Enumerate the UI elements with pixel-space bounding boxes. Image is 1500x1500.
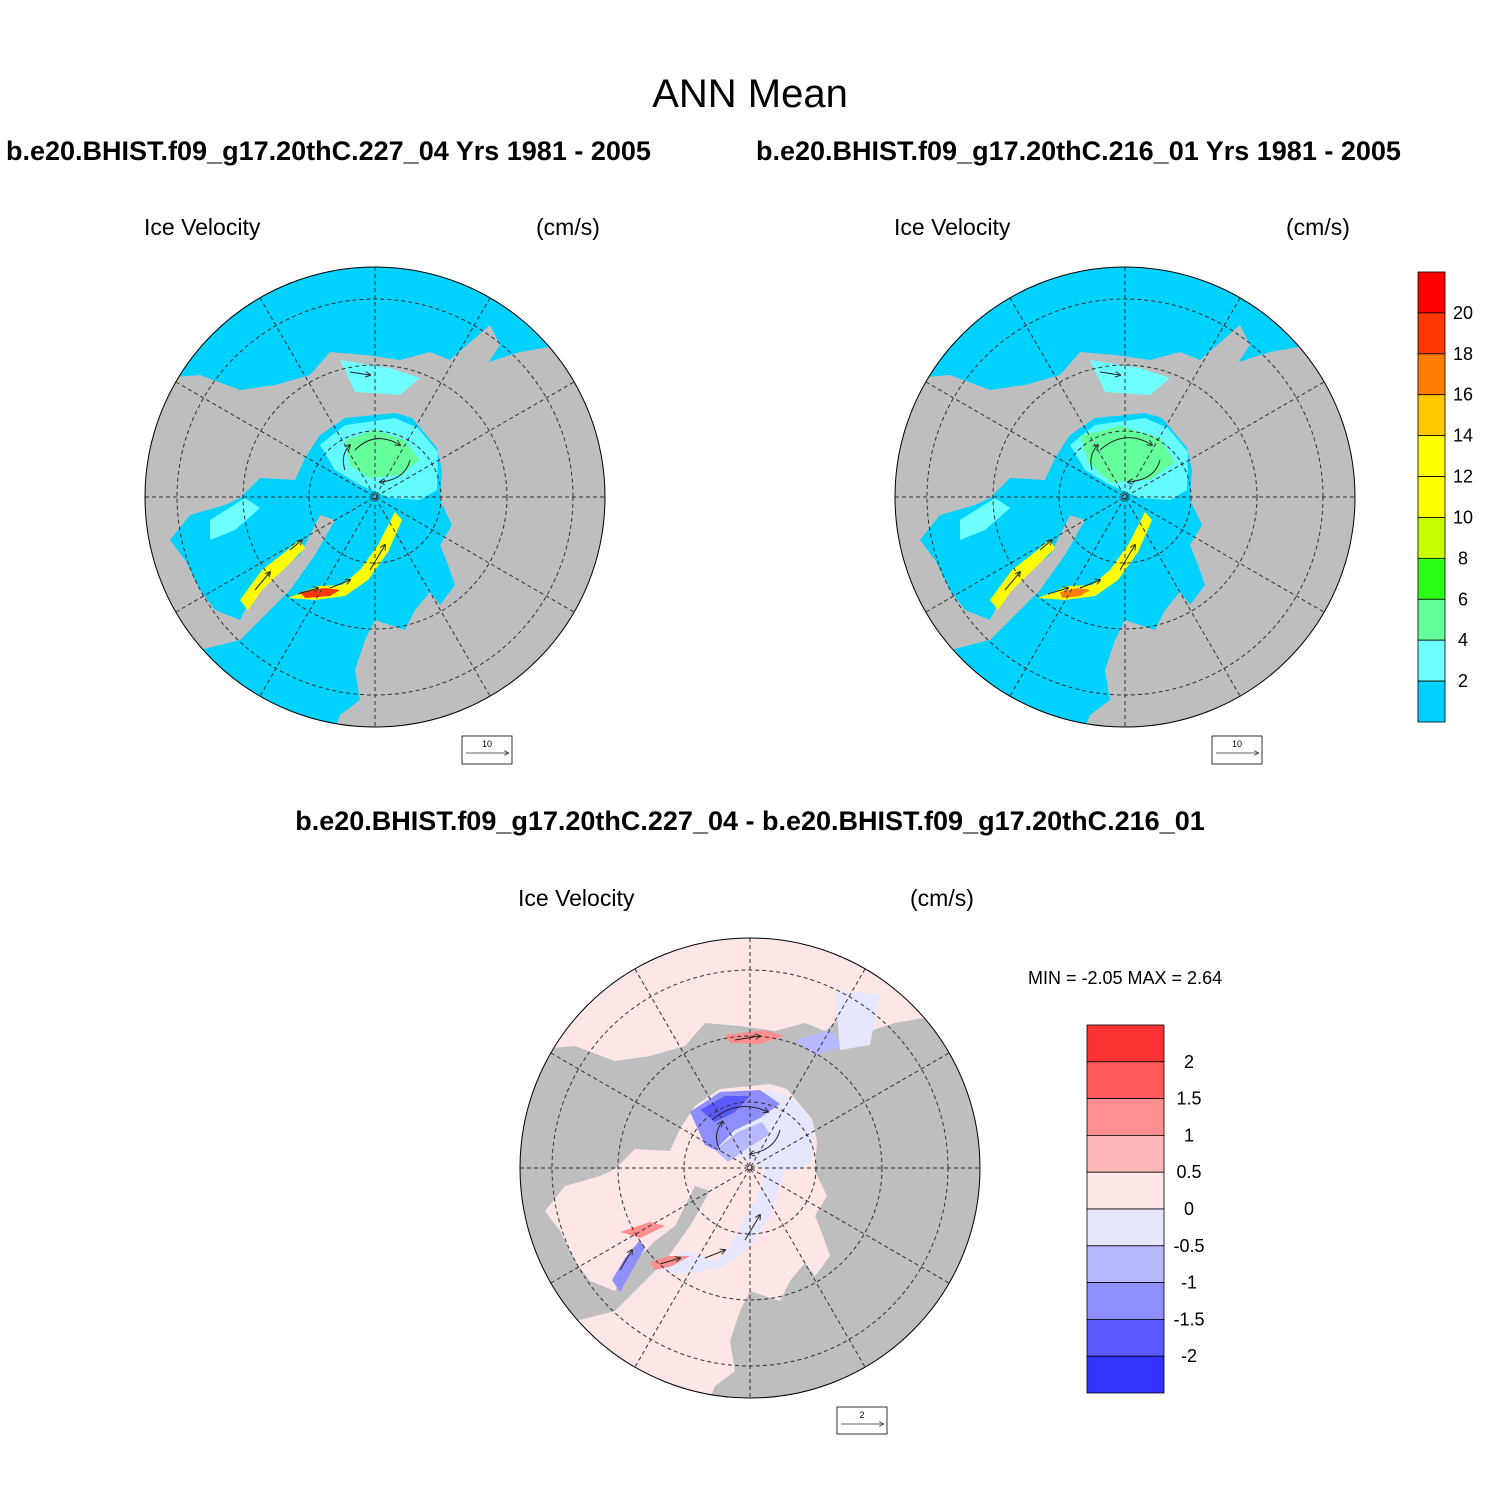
panel-2-case-title: b.e20.BHIST.f09_g17.20thC.216_01 Yrs 198…: [756, 136, 1401, 166]
difference-colorbar-tick-label: -1.5: [1173, 1309, 1204, 1329]
speed-colorbar-swatch: [1417, 271, 1446, 314]
speed-colorbar-swatch: [1417, 435, 1446, 477]
difference-colorbar: 2 1.5 1 0.5 0 -0.5 -1 -1.5 -2: [1086, 1024, 1205, 1394]
panel-1-case-title: b.e20.BHIST.f09_g17.20thC.227_04 Yrs 198…: [6, 136, 651, 166]
speed-colorbar-tick-label: 18: [1453, 344, 1473, 364]
speed-colorbar-swatch: [1417, 517, 1446, 559]
page-title: ANN Mean: [652, 72, 848, 116]
difference-colorbar-swatch: [1086, 1061, 1165, 1100]
speed-colorbar-tick-label: 10: [1453, 507, 1473, 527]
panel-1-polar-map: [144, 266, 606, 728]
panel-1-reference-vector-label: 10: [482, 739, 492, 749]
speed-colorbar-swatch: [1417, 639, 1446, 682]
difference-colorbar-swatch: [1086, 1245, 1165, 1284]
panel-1-land-mask: [145, 345, 605, 727]
speed-colorbar-swatch: [1417, 680, 1446, 723]
difference-colorbar-tick-label: -2: [1181, 1346, 1197, 1366]
difference-colorbar-tick-label: 1: [1184, 1125, 1194, 1145]
difference-colorbar-swatch: [1086, 1171, 1165, 1210]
difference-colorbar-swatch: [1086, 1024, 1165, 1063]
panel-1-variable-label: Ice Velocity: [144, 214, 261, 240]
panel-2-land-mask: [895, 345, 1355, 727]
speed-colorbar-tick-label: 4: [1458, 630, 1468, 650]
speed-colorbar-swatch: [1417, 312, 1446, 355]
panel-3-units-label: (cm/s): [910, 885, 974, 911]
panel-1-units-label: (cm/s): [536, 214, 600, 240]
difference-colorbar-swatch: [1086, 1355, 1165, 1394]
panel-2-reference-vector: 10: [1211, 735, 1263, 765]
panel-3-polar-map: [519, 937, 981, 1399]
difference-colorbar-swatch: [1086, 1208, 1165, 1247]
speed-colorbar-swatch: [1417, 394, 1446, 437]
panel-2-polar-map: [894, 266, 1356, 728]
difference-colorbar-tick-label: 2: [1184, 1052, 1194, 1072]
panel-2-variable-label: Ice Velocity: [894, 214, 1011, 240]
panel-3-minmax-label: MIN = -2.05 MAX = 2.64: [1028, 968, 1223, 988]
speed-colorbar-tick-label: 6: [1458, 589, 1468, 609]
panel-3-case-title: b.e20.BHIST.f09_g17.20thC.227_04 - b.e20…: [295, 806, 1205, 836]
panel-3-reference-vector-label: 2: [859, 1410, 864, 1420]
speed-colorbar-tick-label: 16: [1453, 385, 1473, 405]
speed-colorbar-tick-label: 2: [1458, 671, 1468, 691]
difference-colorbar-tick-label: -0.5: [1173, 1236, 1204, 1256]
speed-colorbar-swatch: [1417, 476, 1446, 518]
speed-colorbar-tick-label: 20: [1453, 303, 1473, 323]
difference-colorbar-swatch: [1086, 1282, 1165, 1320]
panel-3-variable-label: Ice Velocity: [518, 885, 635, 911]
difference-colorbar-tick-label: 1.5: [1176, 1089, 1201, 1109]
panel-1-reference-vector: 10: [461, 735, 513, 765]
speed-colorbar: 20 18 16 14 12 10 8 6 4 2: [1417, 271, 1473, 723]
panel-3-land-mask: [520, 1016, 980, 1398]
difference-colorbar-tick-label: -1: [1181, 1273, 1197, 1293]
panel-2-reference-vector-label: 10: [1232, 739, 1242, 749]
panel-3-reference-vector: 2: [836, 1406, 888, 1435]
difference-colorbar-tick-label: 0.5: [1176, 1162, 1201, 1182]
speed-colorbar-swatch: [1417, 598, 1446, 641]
speed-colorbar-tick-label: 12: [1453, 467, 1473, 487]
speed-colorbar-tick-label: 8: [1458, 548, 1468, 568]
difference-colorbar-swatch: [1086, 1098, 1165, 1136]
speed-colorbar-swatch: [1417, 353, 1446, 396]
speed-colorbar-swatch: [1417, 557, 1446, 600]
difference-colorbar-tick-label: 0: [1184, 1199, 1194, 1219]
panel-2-units-label: (cm/s): [1286, 214, 1350, 240]
speed-colorbar-tick-label: 14: [1453, 426, 1473, 446]
difference-colorbar-swatch: [1086, 1319, 1165, 1357]
difference-colorbar-swatch: [1086, 1135, 1165, 1173]
